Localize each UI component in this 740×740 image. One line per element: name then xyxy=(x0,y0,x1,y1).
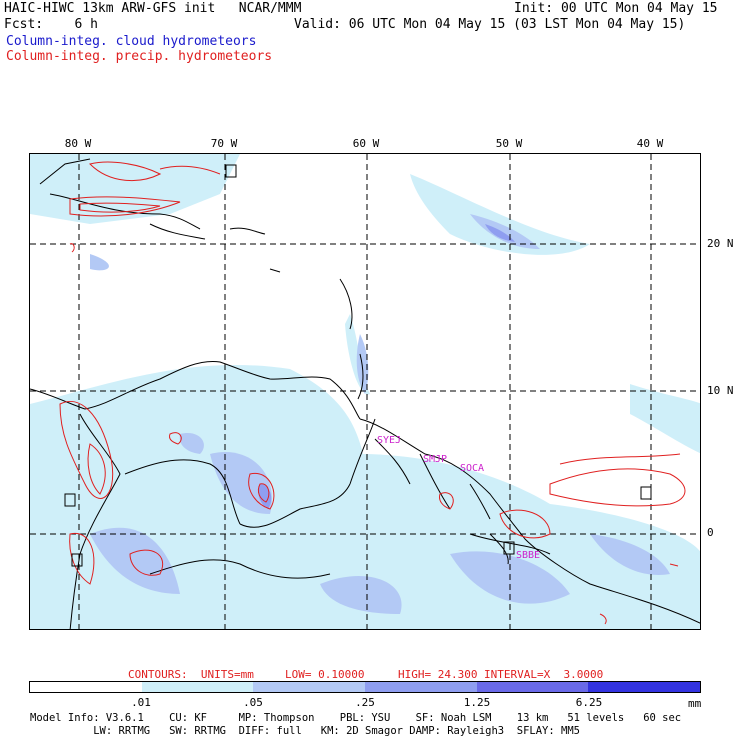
lat-label: 10 N xyxy=(707,384,734,397)
lon-label: 60 W xyxy=(352,137,380,150)
legend-unit: mm xyxy=(688,697,702,710)
legend-tick: 6.25 xyxy=(575,696,603,709)
color-legend xyxy=(29,681,701,693)
legend-swatch xyxy=(588,682,701,692)
contour-high: HIGH= 24.300 xyxy=(398,668,478,681)
map-canvas xyxy=(30,154,700,629)
legend-swatch xyxy=(141,682,254,692)
contour-units: CONTOURS: UNITS=mm xyxy=(128,668,254,681)
graticule xyxy=(30,154,700,629)
legend-swatch xyxy=(365,682,477,692)
lon-label: 40 W xyxy=(636,137,664,150)
station-label: SBBE xyxy=(516,550,541,561)
legend-swatch xyxy=(253,682,366,692)
station-label: SOCA xyxy=(460,463,485,474)
forecast-hour: Fcst: 6 h xyxy=(4,17,98,32)
station-label: SMJP xyxy=(423,454,448,465)
station-boxes xyxy=(64,164,652,567)
field-precip-label: Column-integ. precip. hydrometeors xyxy=(6,49,273,64)
legend-tick: .25 xyxy=(355,696,375,709)
legend-tick: 1.25 xyxy=(463,696,491,709)
legend-swatch xyxy=(476,682,589,692)
model-info-line2: LW: RRTMG SW: RRTMG DIFF: full KM: 2D Sm… xyxy=(30,725,580,737)
station-label: SYEJ xyxy=(377,435,402,446)
lon-label: 80 W xyxy=(64,137,92,150)
valid-time: Valid: 06 UTC Mon 04 May 15 (03 LST Mon … xyxy=(294,17,686,32)
contour-low: LOW= 0.10000 xyxy=(285,668,365,681)
header-title: HAIC-HIWC 13km ARW-GFS init NCAR/MMM xyxy=(4,1,302,16)
lat-label: 20 N xyxy=(707,237,734,250)
init-time: Init: 00 UTC Mon 04 May 15 xyxy=(514,1,718,16)
lon-label: 70 W xyxy=(210,137,238,150)
legend-tick: .01 xyxy=(131,696,151,709)
precip-contours xyxy=(59,161,686,625)
legend-tick: .05 xyxy=(243,696,263,709)
model-info-line1: Model Info: V3.6.1 CU: KF MP: Thompson P… xyxy=(30,712,682,724)
lat-label: 0 xyxy=(707,526,714,539)
contour-interval: INTERVAL=X 3.0000 xyxy=(484,668,604,681)
coastline xyxy=(30,158,700,629)
lon-label: 50 W xyxy=(495,137,523,150)
legend-swatch xyxy=(30,682,142,692)
field-cloud-label: Column-integ. cloud hydrometeors xyxy=(6,34,257,49)
map-panel: SYEJ SMJP SOCA SBBE xyxy=(29,153,701,630)
